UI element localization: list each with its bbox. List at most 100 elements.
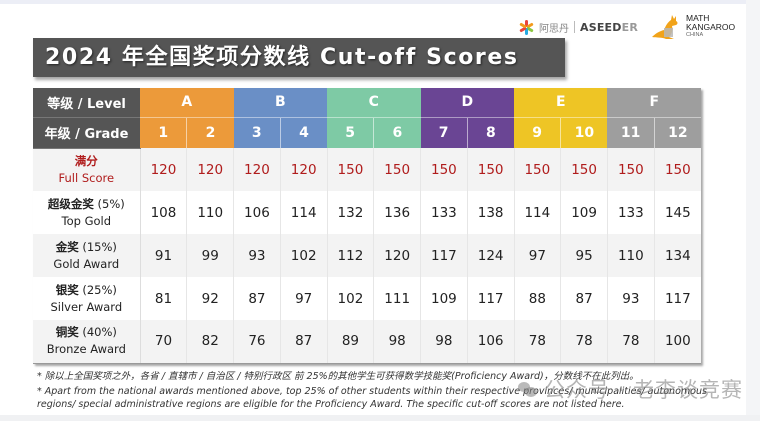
- score-cell: 150: [513, 148, 561, 191]
- page-title: 2024 年全国奖项分数线 Cut-off Scores: [33, 38, 565, 77]
- score-cell: 87: [560, 277, 608, 320]
- score-cell: 93: [606, 277, 655, 320]
- row-label-cn: 超级金奖: [47, 196, 94, 211]
- score-cell: 114: [513, 191, 561, 234]
- score-cell: 81: [139, 277, 187, 320]
- score-cell: 133: [606, 191, 655, 234]
- score-cell: 112: [326, 234, 374, 277]
- row-label-cn: 金奖: [55, 239, 79, 254]
- score-cell: 124: [466, 234, 514, 277]
- score-cell: 120: [279, 148, 328, 191]
- row-label-pct: (15%): [78, 239, 117, 254]
- row-label-pct: (5%): [93, 196, 125, 211]
- aseeder-logo: 阿思丹 ASEEDER: [518, 19, 638, 35]
- score-cell: 150: [560, 148, 608, 191]
- score-cell: 150: [606, 148, 655, 191]
- window-right-strip: [746, 0, 760, 421]
- score-cell: 97: [513, 234, 561, 277]
- score-cell: 102: [326, 277, 374, 320]
- mk-line-kangaroo: KANGAROO: [686, 21, 736, 32]
- score-cell: 150: [420, 148, 468, 191]
- score-cell: 117: [653, 277, 701, 320]
- score-cell: 138: [466, 191, 514, 234]
- logo-separator: [574, 21, 575, 33]
- score-cell: 120: [233, 148, 281, 191]
- row-label-pct: (40%): [78, 325, 117, 340]
- grade-10: 10: [560, 116, 608, 148]
- score-cell: 111: [373, 277, 421, 320]
- cutoff-scores-table: 等级 / Level A B C D E F 年级 / Grade 1 2 3 …: [33, 88, 701, 364]
- level-a: A: [140, 88, 234, 117]
- grade-8: 8: [466, 116, 514, 148]
- score-cell: 108: [139, 191, 187, 234]
- row-label-en: Silver Award: [50, 299, 123, 314]
- score-cell: 100: [653, 320, 701, 364]
- score-cell: 93: [233, 234, 281, 277]
- grade-12: 12: [653, 116, 701, 148]
- footnote-en: * Apart from the national awards mention…: [37, 386, 707, 410]
- grade-6: 6: [373, 116, 421, 148]
- score-cell: 102: [279, 234, 328, 277]
- score-cell: 78: [560, 320, 608, 364]
- aseeder-en-a: A: [580, 20, 589, 34]
- score-cell: 150: [653, 148, 701, 191]
- score-cell: 136: [373, 191, 421, 234]
- level-c: C: [327, 88, 421, 117]
- grade-7: 7: [420, 116, 468, 148]
- score-cell: 120: [139, 148, 187, 191]
- row-bronze: 铜奖 (40%) Bronze Award 70 82 76 87 89 98 9…: [33, 320, 701, 364]
- grade-3: 3: [233, 116, 281, 148]
- score-cell: 120: [373, 234, 421, 277]
- score-cell: 95: [560, 234, 608, 277]
- score-cell: 110: [186, 191, 234, 234]
- score-cell: 150: [326, 148, 374, 191]
- grade-5: 5: [327, 116, 374, 148]
- score-cell: 109: [420, 277, 468, 320]
- row-label: 银奖 (25%) Silver Award: [33, 277, 141, 320]
- kangaroo-icon: [652, 15, 678, 39]
- score-cell: 92: [186, 277, 234, 320]
- footnotes: * 除以上全国奖项之外，各省 / 直辖市 / 自治区 / 特别行政区 前 25%…: [37, 370, 727, 411]
- score-cell: 87: [233, 277, 281, 320]
- grade-4: 4: [279, 116, 328, 148]
- row-label-cn: 银奖: [55, 282, 79, 297]
- row-label: 满分 Full Score: [33, 148, 141, 191]
- level-header-row: 等级 / Level A B C D E F: [33, 88, 701, 118]
- score-cell: 78: [513, 320, 561, 364]
- grade-11: 11: [607, 116, 655, 148]
- score-cell: 110: [606, 234, 655, 277]
- grade-2: 2: [186, 116, 234, 148]
- row-label-pct: (25%): [78, 282, 117, 297]
- wechat-icon: [518, 380, 538, 398]
- level-header-label: 等级 / Level: [33, 88, 141, 118]
- grade-header-row: 年级 / Grade 1 2 3 4 5 6 7 8 9 10 11 12: [33, 116, 701, 149]
- row-full-score: 满分 Full Score 120 120 120 120 150 150 150…: [33, 148, 701, 191]
- score-cell: 78: [606, 320, 655, 364]
- row-top-gold: 超级金奖 (5%) Top Gold 108 110 106 114 132 13…: [33, 191, 701, 234]
- row-label-en: Bronze Award: [46, 342, 126, 357]
- score-cell: 133: [420, 191, 468, 234]
- row-label-cn: 满分: [74, 153, 98, 168]
- score-cell: 87: [279, 320, 328, 364]
- grade-9: 9: [514, 116, 561, 148]
- score-cell: 134: [653, 234, 701, 277]
- grade-header-label: 年级 / Grade: [33, 117, 141, 149]
- score-cell: 89: [326, 320, 374, 364]
- score-cell: 150: [466, 148, 514, 191]
- level-b: B: [233, 88, 328, 117]
- row-label-en: Full Score: [58, 170, 115, 185]
- footnote-cn: * 除以上全国奖项之外，各省 / 直辖市 / 自治区 / 特别行政区 前 25%…: [37, 371, 639, 382]
- level-e: E: [514, 88, 608, 117]
- window-bottom-strip: [0, 415, 760, 421]
- score-cell: 117: [466, 277, 514, 320]
- score-cell: 120: [186, 148, 234, 191]
- row-label-en: Gold Award: [53, 256, 120, 271]
- score-cell: 97: [279, 277, 328, 320]
- score-cell: 70: [139, 320, 187, 364]
- score-cell: 82: [186, 320, 234, 364]
- aseeder-cn-name: 阿思丹: [539, 23, 569, 35]
- score-cell: 106: [466, 320, 514, 364]
- mk-line-china: CHINA: [686, 32, 704, 39]
- score-cell: 88: [513, 277, 561, 320]
- score-cell: 109: [560, 191, 608, 234]
